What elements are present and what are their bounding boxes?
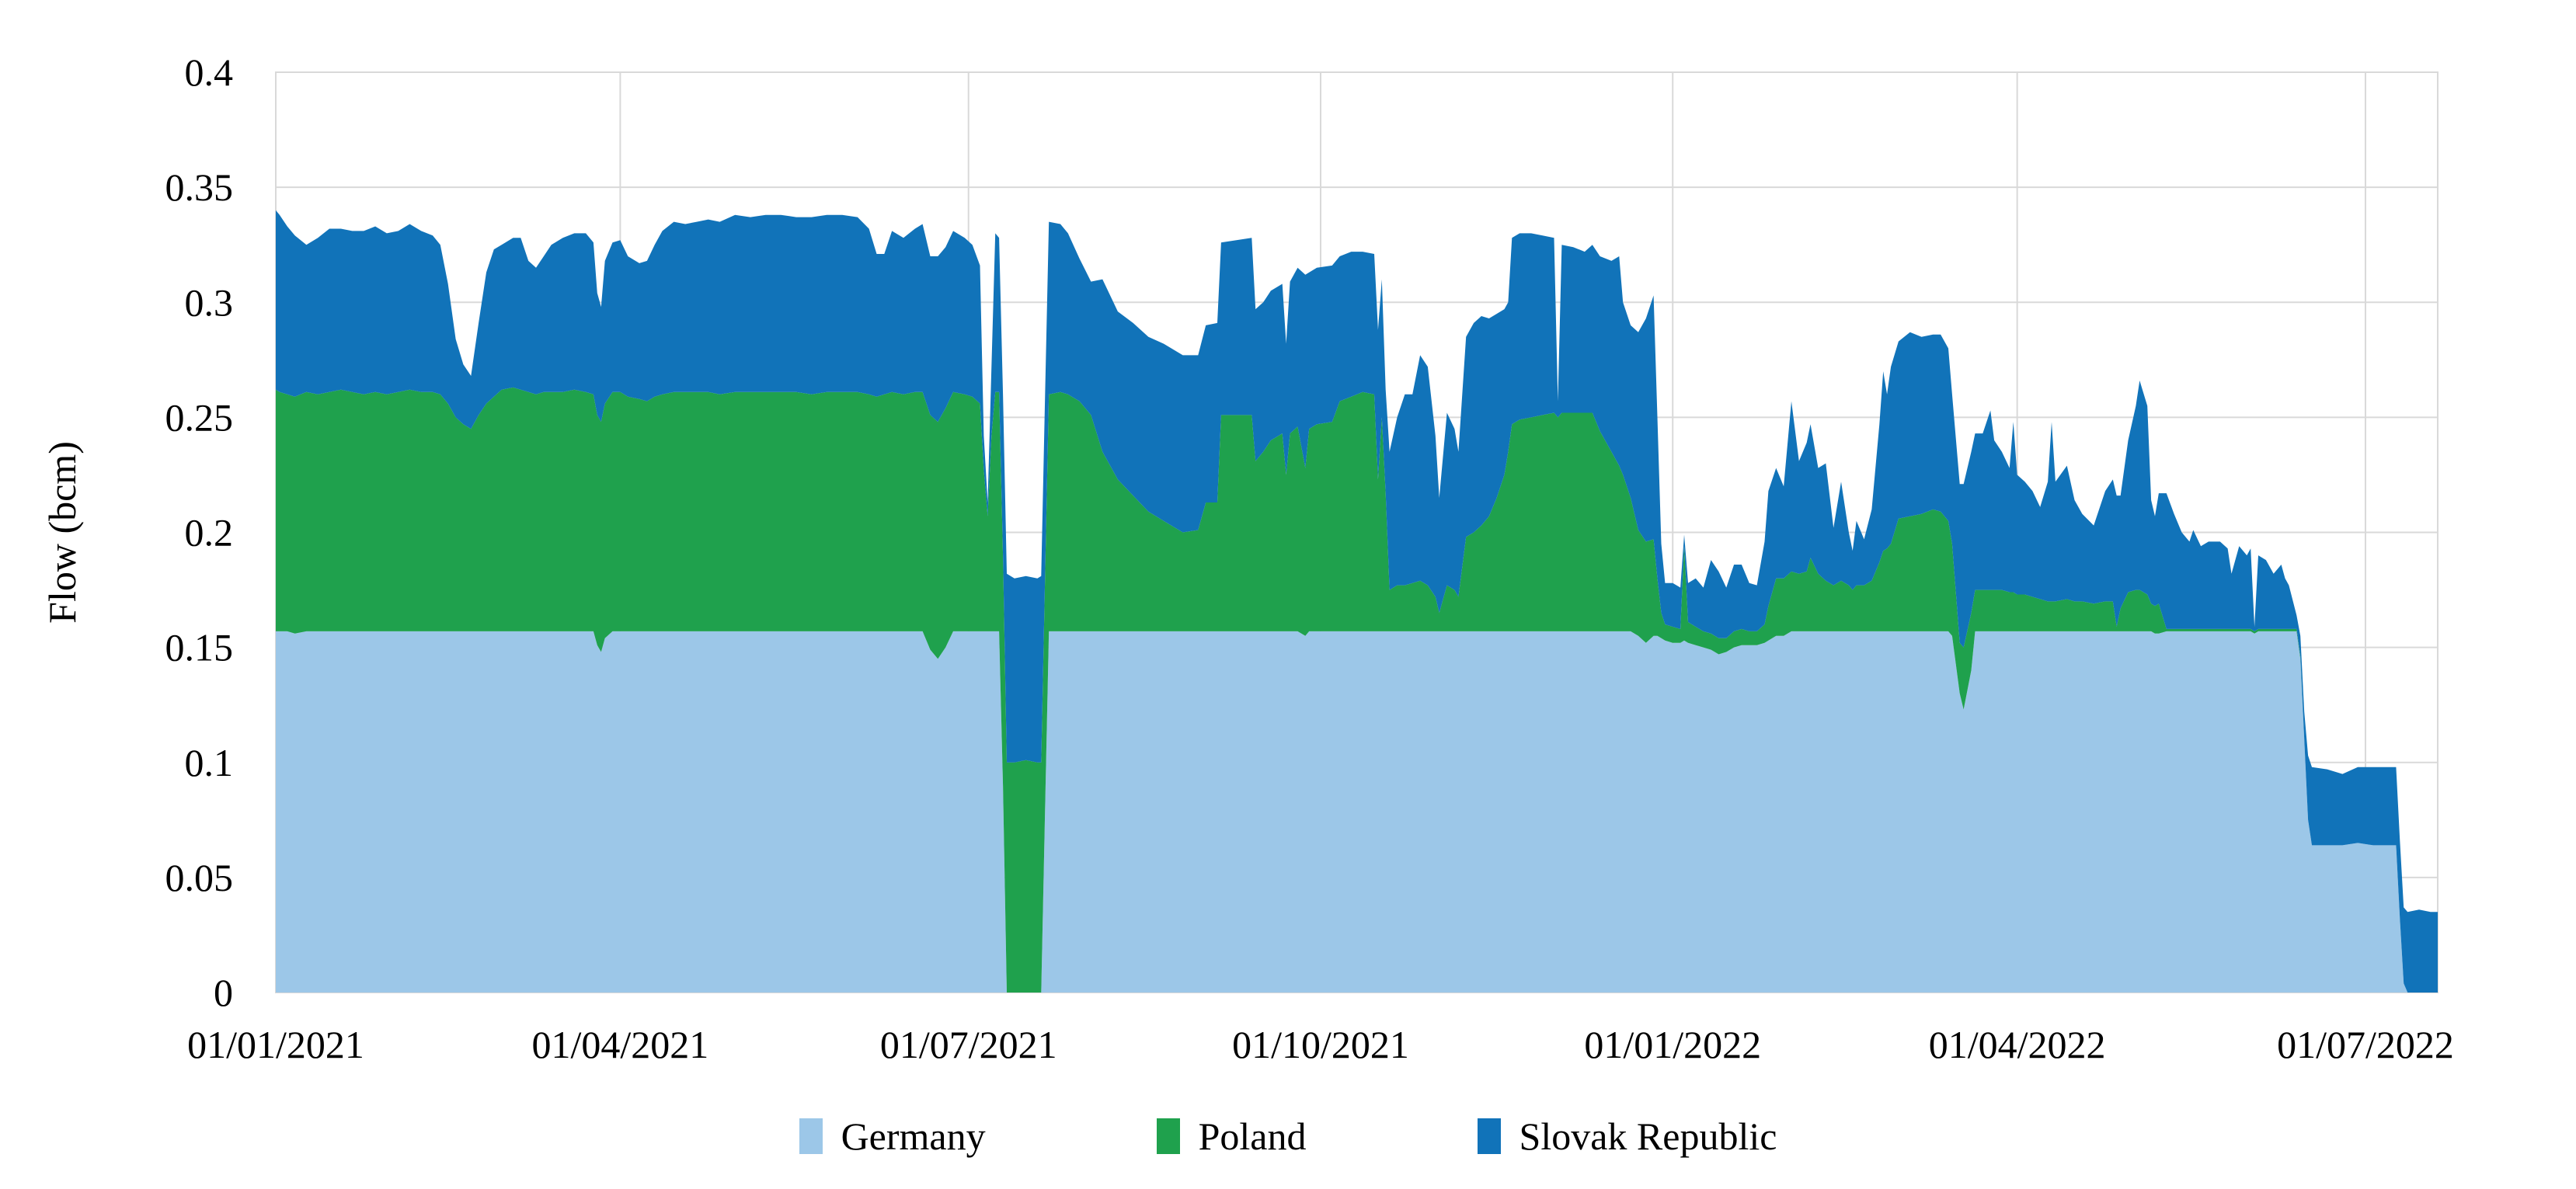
y-tick-label: 0.3 <box>185 280 234 324</box>
x-tick-label: 01/04/2022 <box>1929 1023 2106 1066</box>
germany-swatch-icon <box>799 1118 823 1154</box>
x-tick-label: 01/01/2021 <box>187 1023 364 1066</box>
legend-label-poland: Poland <box>1198 1114 1307 1158</box>
chart-legend: Germany Poland Slovak Republic <box>0 1109 2576 1163</box>
x-tick-label: 01/07/2021 <box>880 1023 1057 1066</box>
stacked-areas <box>276 210 2438 993</box>
y-axis-labels: 0 0.05 0.1 0.15 0.2 0.25 0.3 0.35 0.4 <box>165 50 234 1014</box>
y-tick-label: 0.25 <box>165 395 234 439</box>
y-axis-title: Flow (bcm) <box>40 441 84 624</box>
x-tick-label: 01/04/2021 <box>532 1023 709 1066</box>
y-tick-label: 0.05 <box>165 856 234 899</box>
x-tick-label: 01/07/2022 <box>2277 1023 2454 1066</box>
y-tick-label: 0.4 <box>185 50 234 94</box>
x-tick-label: 01/01/2022 <box>1584 1023 1761 1066</box>
y-tick-label: 0.35 <box>165 165 234 209</box>
legend-label-germany: Germany <box>841 1114 986 1158</box>
legend-item-poland: Poland <box>1156 1114 1307 1158</box>
x-axis-labels: 01/01/2021 01/04/2021 01/07/2021 01/10/2021… <box>187 1023 2454 1066</box>
legend-item-slovak-republic: Slovak Republic <box>1477 1114 1777 1158</box>
y-tick-label: 0.1 <box>185 741 234 784</box>
y-tick-label: 0 <box>214 971 233 1014</box>
legend-label-slovak-republic: Slovak Republic <box>1519 1114 1777 1158</box>
poland-swatch-icon <box>1156 1118 1180 1154</box>
y-tick-label: 0.2 <box>185 511 234 555</box>
x-tick-label: 01/10/2021 <box>1232 1023 1409 1066</box>
slovak-republic-swatch-icon <box>1477 1118 1501 1154</box>
area-poland <box>276 387 2438 993</box>
y-tick-label: 0.15 <box>165 626 234 669</box>
area-germany <box>276 631 2438 993</box>
legend-item-germany: Germany <box>799 1117 986 1156</box>
area-slovak-republic <box>276 210 2438 993</box>
